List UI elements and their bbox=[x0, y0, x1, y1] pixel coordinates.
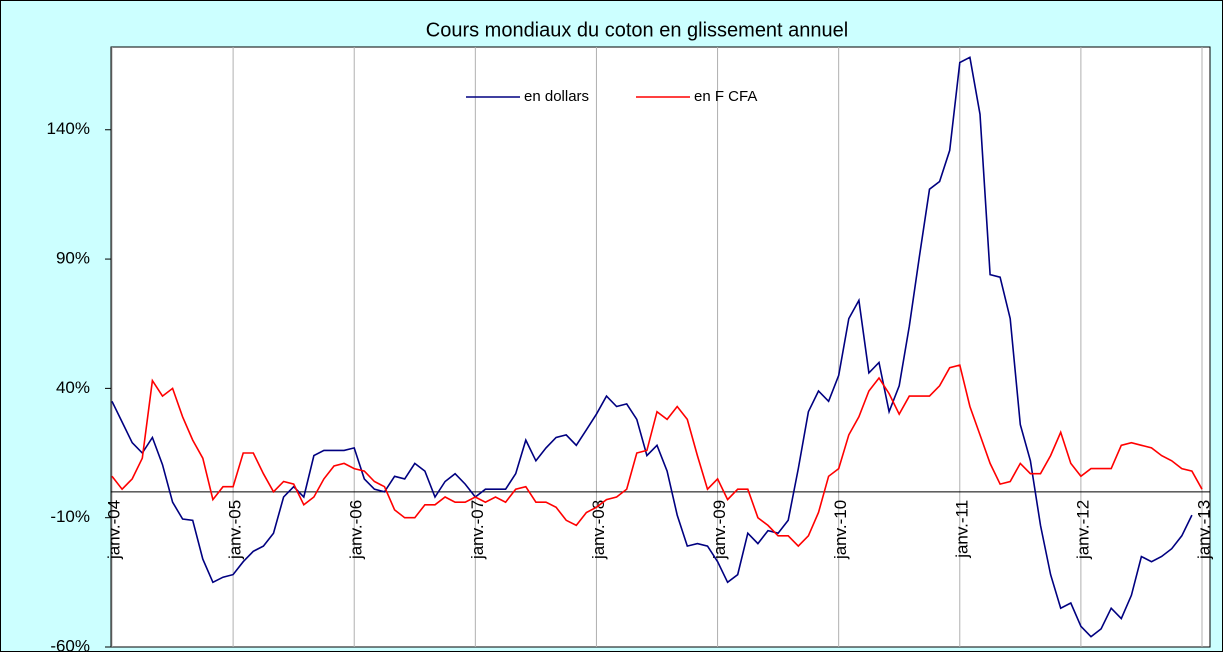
y-tick-label: -60% bbox=[50, 636, 90, 652]
y-tick-label: 40% bbox=[56, 378, 90, 397]
x-tick-label: janv.-04 bbox=[104, 500, 123, 560]
x-tick-label: janv.-11 bbox=[952, 500, 971, 559]
x-tick-label: janv.-10 bbox=[831, 500, 850, 560]
y-tick-label: -10% bbox=[50, 507, 90, 526]
y-tick-label: 140% bbox=[47, 119, 90, 138]
x-tick-label: janv.-06 bbox=[347, 500, 366, 560]
plot-area bbox=[110, 46, 1211, 648]
x-tick-label: janv.-12 bbox=[1073, 500, 1092, 560]
y-tick-label: 90% bbox=[56, 249, 90, 268]
x-tick-label: janv.-08 bbox=[589, 500, 608, 560]
x-tick-label: janv.-05 bbox=[226, 500, 245, 560]
legend-label: en F CFA bbox=[694, 88, 757, 105]
chart-title: Cours mondiaux du coton en glissement an… bbox=[426, 19, 848, 41]
line-series bbox=[111, 56, 1193, 638]
x-tick-label: janv.-07 bbox=[468, 500, 487, 560]
legend-label: en dollars bbox=[524, 88, 589, 105]
line-series bbox=[111, 364, 1203, 548]
x-tick-label: janv.-13 bbox=[1194, 500, 1213, 560]
x-tick-label: janv.-09 bbox=[710, 500, 729, 560]
